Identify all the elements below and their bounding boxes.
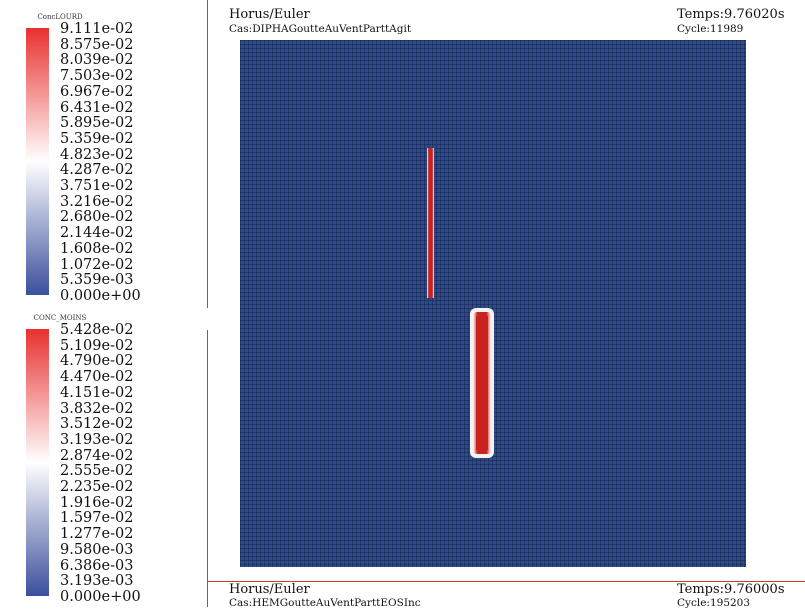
legend-tick-label: 3.193e-03: [60, 573, 134, 590]
concentration-streak-thin: [427, 148, 434, 298]
legend-tick-label: 5.428e-02: [60, 322, 134, 338]
header-bottom-cycle: Cycle:195203: [677, 597, 751, 609]
header-bottom-case: Cas:HEMGoutteAuVentParttEOSInc: [229, 597, 421, 609]
legend-tick-label: 4.823e-02: [60, 146, 134, 163]
legend-bottom-colorbar: [26, 329, 49, 596]
legend-tick-label: 6.967e-02: [60, 83, 134, 100]
legend-tick-label: 1.916e-02: [60, 494, 134, 511]
legend-tick-label: 1.072e-02: [60, 256, 134, 273]
legend-tick-label: 1.608e-02: [60, 240, 134, 257]
legend-tick-label: 6.431e-02: [60, 99, 134, 116]
legend-tick-label: 8.575e-02: [60, 36, 134, 53]
header-top-cycle: Cycle:11989: [677, 23, 744, 35]
legend-tick-label: 5.109e-02: [60, 337, 134, 354]
legend-tick-label: 8.039e-02: [60, 52, 134, 69]
legend-tick-label: 3.512e-02: [60, 416, 134, 433]
legend-tick-label: 5.359e-03: [60, 272, 134, 289]
legend-top-colorbar: [26, 28, 49, 295]
legend-tick-label: 2.874e-02: [60, 447, 134, 464]
header-bottom-time: Temps:9.76000s: [677, 582, 785, 597]
left-divider-lower: [207, 330, 208, 607]
bottom-header-divider: [208, 581, 805, 582]
legend-tick-label: 9.111e-02: [60, 21, 134, 37]
concentration-blob-wide: [470, 308, 494, 458]
legend-tick-label: 3.193e-02: [60, 431, 134, 448]
legend-top-title: ConcLOURD: [37, 13, 83, 21]
legend-tick-label: 2.235e-02: [60, 479, 134, 496]
legend-tick-label: 4.470e-02: [60, 369, 134, 386]
legend-tick-label: 2.555e-02: [60, 463, 134, 480]
legend-tick-label: 4.151e-02: [60, 384, 134, 401]
legend-tick-label: 5.895e-02: [60, 115, 134, 132]
legend-tick-label: 3.751e-02: [60, 178, 134, 195]
legend-bottom-title: CONC_MOINS: [33, 314, 87, 322]
header-bottom-app: Horus/Euler: [229, 582, 310, 597]
left-divider: [207, 0, 208, 308]
legend-tick-label: 5.359e-02: [60, 130, 134, 147]
legend-tick-label: 0.000e+00: [60, 589, 141, 605]
legend-tick-label: 3.832e-02: [60, 400, 134, 417]
legend-tick-label: 9.580e-03: [60, 541, 134, 558]
legend-tick-label: 2.680e-02: [60, 209, 134, 226]
header-top-case: Cas:DIPHAGoutteAuVentParttAgit: [229, 23, 412, 35]
legend-tick-label: 6.386e-03: [60, 557, 134, 574]
header-top-app: Horus/Euler: [229, 7, 310, 22]
header-top-time: Temps:9.76020s: [677, 7, 785, 22]
legend-tick-label: 4.790e-02: [60, 353, 134, 370]
legend-tick-label: 7.503e-02: [60, 68, 134, 85]
legend-tick-label: 0.000e+00: [60, 288, 141, 304]
legend-tick-label: 1.277e-02: [60, 526, 134, 543]
legend-tick-label: 4.287e-02: [60, 162, 134, 179]
plot-background: [240, 40, 746, 567]
simulation-field-plot[interactable]: [240, 40, 746, 567]
legend-tick-label: 1.597e-02: [60, 510, 134, 527]
legend-tick-label: 3.216e-02: [60, 193, 134, 210]
legend-tick-label: 2.144e-02: [60, 225, 134, 242]
